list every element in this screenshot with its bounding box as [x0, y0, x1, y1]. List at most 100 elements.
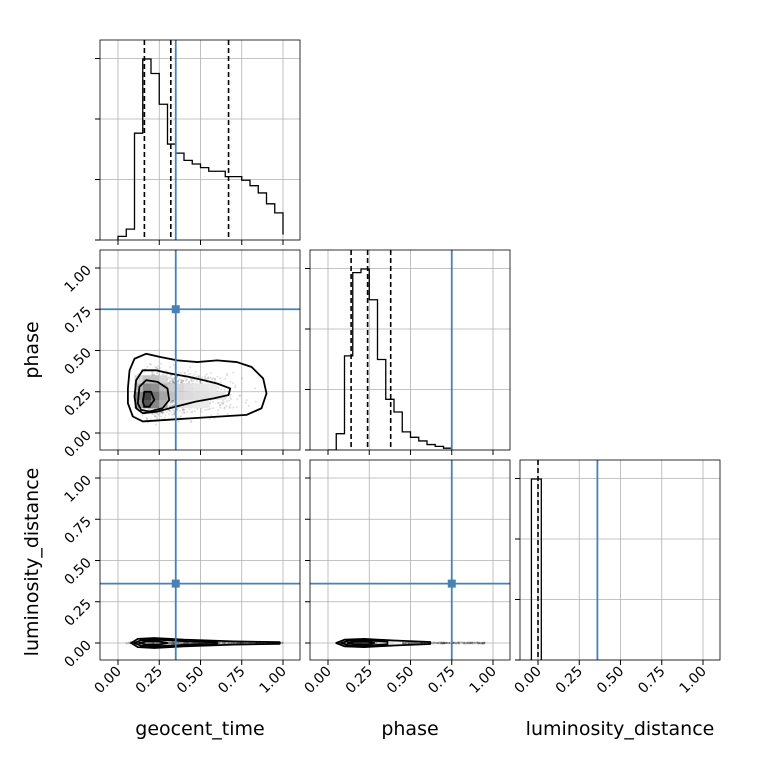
- panel-geocent-time-vs-luminosity-distance-plot-area: [100, 460, 300, 660]
- panel-geocent-time-vs-luminosity-distance-scatter-point: [149, 641, 152, 644]
- panel-geocent-time-vs-phase-scatter-point: [157, 413, 160, 416]
- panel-phase-vs-luminosity-distance-scatter-point: [454, 641, 457, 644]
- panel-phase-vs-luminosity-distance-scatter-point: [482, 641, 485, 644]
- panel-phase-vs-luminosity-distance-scatter-point: [477, 642, 480, 645]
- panel-geocent-time-vs-phase-scatter-point: [185, 378, 188, 381]
- hist-luminosity-distance-xtick-label: 0.75: [635, 664, 668, 697]
- panel-phase-vs-luminosity-distance-xtick-label: 0.25: [343, 664, 376, 697]
- panel-phase-vs-luminosity-distance-scatter-point: [471, 642, 474, 645]
- panel-phase-vs-luminosity-distance-scatter-point: [443, 642, 446, 645]
- panel-geocent-time-vs-luminosity-distance-scatter-point: [191, 642, 194, 645]
- panel-geocent-time-vs-luminosity-distance-scatter-point: [218, 641, 221, 644]
- panel-phase-vs-luminosity-distance-scatter-point: [442, 642, 445, 645]
- panel-geocent-time-vs-phase-scatter-point: [180, 379, 183, 382]
- panel-geocent-time-vs-phase-scatter-point: [205, 373, 208, 376]
- hist-phase-frame: [309, 249, 511, 451]
- panel-phase-vs-luminosity-distance-scatter-point: [465, 642, 468, 645]
- panel-geocent-time-vs-luminosity-distance-scatter-point: [241, 642, 244, 645]
- panel-geocent-time-vs-luminosity-distance-scatter-point: [125, 642, 128, 645]
- panel-geocent-time-vs-phase-scatter-point: [190, 378, 193, 381]
- panel-geocent-time-vs-phase-scatter-point: [230, 397, 233, 400]
- panel-phase-vs-luminosity-distance-scatter-point: [456, 641, 459, 644]
- panel-phase-vs-luminosity-distance-scatter-point: [465, 641, 468, 644]
- hist-luminosity-distance-plot-area: [530, 460, 599, 660]
- panel-geocent-time-vs-phase-density-cell: [151, 391, 160, 400]
- panel-geocent-time-vs-luminosity-distance-scatter-point: [171, 642, 174, 645]
- panel-geocent-time-vs-luminosity-distance-scatter-point: [150, 642, 153, 645]
- panel-geocent-time-vs-luminosity-distance-scatter-point: [227, 642, 230, 645]
- panel-geocent-time-vs-luminosity-distance-scatter-point: [177, 641, 180, 644]
- panel-geocent-time-vs-phase-scatter-point: [146, 418, 149, 421]
- panel-geocent-time-vs-phase-scatter-point: [184, 379, 187, 382]
- panel-phase-vs-luminosity-distance-scatter-point: [458, 642, 461, 645]
- panel-geocent-time-vs-phase-scatter-point: [172, 364, 175, 367]
- panel-geocent-time-vs-phase-scatter-point: [156, 412, 159, 415]
- panel-phase-vs-luminosity-distance-scatter-point: [482, 642, 485, 645]
- panel-geocent-time-vs-luminosity-distance-scatter-point: [171, 642, 174, 645]
- panel-geocent-time-vs-phase-scatter-point: [153, 414, 156, 417]
- panel-geocent-time-vs-phase-scatter-point: [169, 376, 172, 379]
- panel-phase-vs-luminosity-distance-scatter-point: [431, 642, 434, 645]
- panel-geocent-time-vs-luminosity-distance-scatter-point: [221, 642, 224, 645]
- panel-geocent-time-vs-luminosity-distance-scatter-point: [172, 642, 175, 645]
- panel-phase-vs-luminosity-distance-scatter-point: [448, 642, 451, 645]
- panel-phase-vs-luminosity-distance-scatter-point: [470, 642, 473, 645]
- panel-phase-vs-luminosity-distance-scatter-point: [467, 641, 470, 644]
- panel-geocent-time-vs-phase-density-cell: [184, 391, 193, 400]
- panel-phase-vs-luminosity-distance-scatter-point: [452, 641, 455, 644]
- x-axis-label-phase: phase: [381, 718, 438, 740]
- panel-geocent-time-vs-phase-scatter-point: [155, 372, 158, 375]
- hist-luminosity-distance-group: 0.00 0.25 0.50 0.75 1.00: [511, 459, 721, 697]
- panel-geocent-time-vs-luminosity-distance-scatter-point: [224, 641, 227, 644]
- panel-geocent-time-vs-phase-scatter-point: [169, 405, 172, 408]
- x-axis-label-geocent-time: geocent_time: [135, 718, 264, 740]
- panel-geocent-time-vs-phase-scatter-point: [187, 373, 190, 376]
- panel-geocent-time-vs-phase-scatter-point: [177, 420, 180, 423]
- panel-phase-vs-luminosity-distance-scatter-point: [474, 642, 477, 645]
- panel-geocent-time-vs-phase-density-cell: [208, 383, 217, 392]
- panel-geocent-time-vs-phase-scatter-point: [155, 366, 158, 369]
- panel-phase-vs-luminosity-distance-scatter-point: [431, 641, 434, 644]
- panel-geocent-time-vs-phase-scatter-point: [214, 378, 217, 381]
- panel-geocent-time-vs-luminosity-distance-scatter-point: [180, 642, 183, 645]
- panel-phase-vs-luminosity-distance-scatter-point: [407, 642, 410, 645]
- panel-phase-vs-luminosity-distance-scatter-point: [442, 641, 445, 644]
- panel-phase-vs-luminosity-distance-scatter-point: [459, 640, 462, 643]
- panel-geocent-time-vs-luminosity-distance-scatter-point: [177, 641, 180, 644]
- panel-phase-vs-luminosity-distance-scatter-point: [481, 641, 484, 644]
- panel-geocent-time-vs-phase-scatter-point: [171, 413, 174, 416]
- panel-geocent-time-vs-luminosity-distance-scatter-point: [172, 641, 175, 644]
- panel-geocent-time-vs-phase-scatter-point: [152, 371, 155, 374]
- panel-geocent-time-vs-phase-scatter-point: [160, 363, 163, 366]
- panel-geocent-time-vs-luminosity-distance-scatter-point: [179, 641, 182, 644]
- panel-geocent-time-vs-phase-scatter-point: [209, 407, 212, 410]
- panel-phase-vs-luminosity-distance-contour-0: [335, 637, 432, 649]
- panel-geocent-time-vs-phase-ytick-label: 0.25: [61, 386, 94, 419]
- panel-phase-vs-luminosity-distance-scatter-point: [457, 641, 460, 644]
- panel-geocent-time-vs-luminosity-distance-scatter-point: [171, 641, 174, 644]
- panel-geocent-time-vs-phase-density-cell: [142, 383, 151, 392]
- panel-phase-vs-luminosity-distance-scatter-point: [401, 642, 404, 645]
- panel-phase-vs-luminosity-distance-density-cell: [352, 639, 361, 647]
- panel-geocent-time-vs-luminosity-distance-scatter-point: [152, 641, 155, 644]
- panel-phase-vs-luminosity-distance-scatter-point: [439, 641, 442, 644]
- panel-geocent-time-vs-luminosity-distance-scatter-point: [217, 642, 220, 645]
- panel-phase-vs-luminosity-distance-scatter-point: [466, 641, 469, 644]
- panel-geocent-time-vs-phase-scatter-point: [169, 410, 172, 413]
- panel-geocent-time-vs-luminosity-distance-scatter-point: [168, 642, 171, 645]
- panel-geocent-time-vs-luminosity-distance-scatter-point: [183, 642, 186, 645]
- panel-geocent-time-vs-luminosity-distance-scatter-point: [241, 642, 244, 645]
- panel-phase-vs-luminosity-distance-scatter-point: [435, 642, 438, 645]
- panel-phase-vs-luminosity-distance-scatter-point: [482, 641, 485, 644]
- panel-geocent-time-vs-luminosity-distance-scatter-point: [234, 641, 237, 644]
- panel-phase-vs-luminosity-distance-scatter-point: [483, 641, 486, 644]
- panel-geocent-time-vs-luminosity-distance-scatter-point: [281, 641, 284, 644]
- panel-phase-vs-luminosity-distance-scatter-point: [405, 641, 408, 644]
- panel-phase-vs-luminosity-distance-scatter-point: [411, 642, 414, 645]
- panel-geocent-time-vs-phase-scatter-point: [225, 400, 228, 403]
- panel-geocent-time-vs-luminosity-distance-scatter-point: [237, 642, 240, 645]
- panel-phase-vs-luminosity-distance-scatter-point: [410, 642, 413, 645]
- panel-geocent-time-vs-phase-scatter-point: [183, 377, 186, 380]
- panel-phase-vs-luminosity-distance-scatter-point: [442, 641, 445, 644]
- panel-phase-vs-luminosity-distance-xtick-label: 0.75: [425, 664, 458, 697]
